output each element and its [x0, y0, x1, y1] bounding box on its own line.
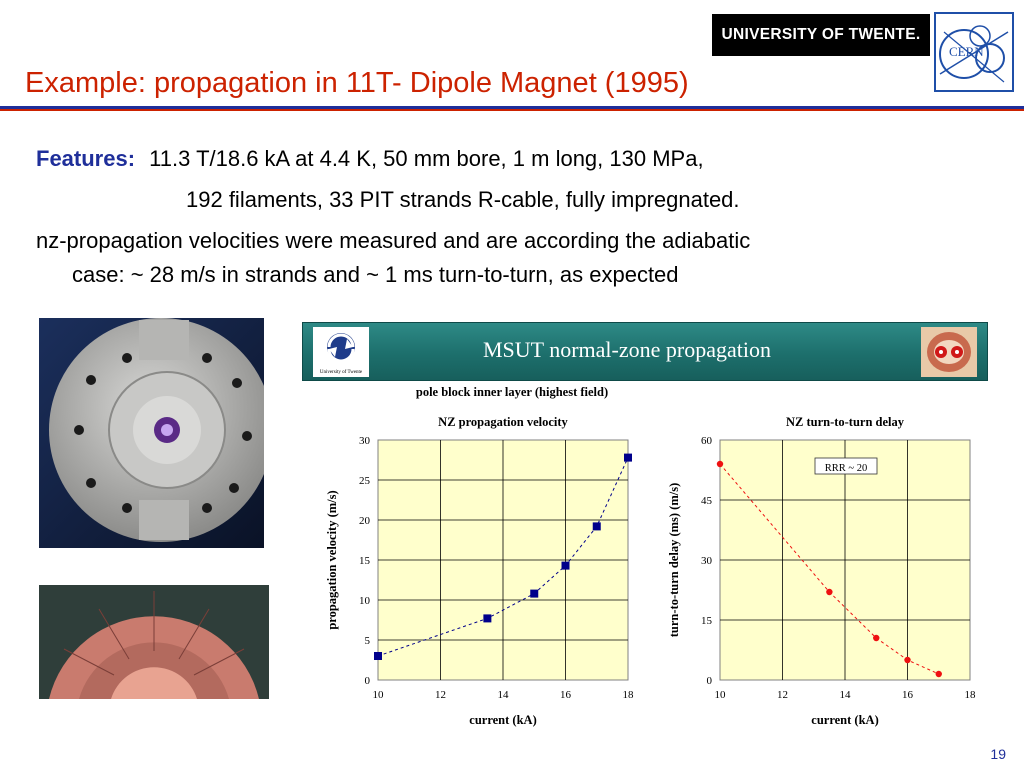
- features-label: Features:: [36, 146, 136, 171]
- chart-title: NZ propagation velocity: [438, 415, 568, 429]
- banner-title: MSUT normal-zone propagation: [483, 337, 771, 362]
- x-tick-label: 10: [373, 689, 385, 701]
- velocity-chart: NZ propagation velocity 0 5 10 15 20 25 30 10 12 1…: [325, 415, 635, 727]
- university-of-twente-emblem-icon: University of Twente: [313, 327, 369, 377]
- data-point: [904, 656, 911, 664]
- delay-chart: NZ turn-to-turn delay 0 15 30 45 60 10 12 14 16 18…: [667, 415, 977, 727]
- y-tick-label: 45: [701, 495, 713, 507]
- y-tick-label: 60: [701, 435, 713, 447]
- figure-suptitle: pole block inner layer (highest field): [415, 385, 609, 399]
- data-point: [374, 652, 382, 660]
- y-tick-label: 25: [359, 475, 371, 487]
- magnet-field-thumbnail-icon: [921, 327, 977, 377]
- title-divider-accent: [0, 109, 1024, 111]
- series-line: [377, 457, 629, 657]
- coil-cross-section-photo: [39, 585, 269, 699]
- annotation-box: [814, 457, 878, 475]
- y-tick-label: 0: [365, 675, 371, 687]
- x-tick-label: 18: [623, 689, 635, 701]
- x-tick-label: 18: [965, 689, 977, 701]
- cern-logo: CERN: [934, 12, 1014, 92]
- y-tick-label: 15: [701, 615, 713, 627]
- data-point: [592, 522, 601, 531]
- x-tick-label: 12: [435, 689, 446, 701]
- data-point: [561, 561, 570, 570]
- x-tick-label: 16: [902, 689, 914, 701]
- annotation-text: RRR ~ 20: [825, 463, 867, 474]
- y-axis-label: propagation velocity (m/s): [325, 490, 339, 629]
- data-point: [873, 634, 880, 642]
- msut-banner: University of Twente MSUT normal-zone pr…: [302, 322, 988, 381]
- cern-logo-text: CERN: [949, 44, 984, 59]
- data-point: [826, 588, 833, 596]
- features-line1: 11.3 T/18.6 kA at 4.4 K, 50 mm bore, 1 m…: [149, 146, 704, 171]
- x-axis-label: current (kA): [811, 713, 878, 727]
- magnet-cross-section-photo: [39, 318, 264, 548]
- chart-title: NZ turn-to-turn delay: [786, 415, 905, 429]
- y-axis-label: turn-to-turn delay (ms) (m/s): [667, 483, 681, 638]
- data-point: [716, 460, 724, 468]
- x-tick-label: 14: [498, 689, 510, 701]
- emblem-caption: University of Twente: [320, 370, 363, 375]
- x-tick-label: 10: [715, 689, 727, 701]
- features-line: Features: 11.3 T/18.6 kA at 4.4 K, 50 mm…: [36, 146, 704, 172]
- title-divider: [0, 106, 1024, 109]
- paragraph-line1: nz-propagation velocities were measured …: [36, 228, 751, 253]
- data-point: [483, 614, 492, 623]
- y-tick-label: 0: [707, 675, 713, 687]
- data-point: [624, 453, 632, 462]
- data-point: [530, 589, 539, 598]
- features-line2: 192 filaments, 33 PIT strands R-cable, f…: [186, 187, 740, 212]
- y-tick-label: 15: [359, 555, 371, 567]
- x-tick-label: 14: [840, 689, 852, 701]
- slide-title: Example: propagation in 11T- Dipole Magn…: [25, 67, 689, 99]
- paragraph-line2: case: ~ 28 m/s in strands and ~ 1 ms tur…: [72, 262, 679, 287]
- page-number: 19: [990, 746, 1006, 762]
- x-tick-label: 12: [777, 689, 788, 701]
- y-tick-label: 30: [359, 435, 371, 447]
- university-of-twente-logo: UNIVERSITY OF TWENTE.: [712, 14, 930, 56]
- y-tick-label: 5: [365, 635, 371, 647]
- data-point: [935, 670, 942, 678]
- y-tick-label: 30: [701, 555, 713, 567]
- y-tick-label: 20: [359, 515, 371, 527]
- x-tick-label: 16: [560, 689, 572, 701]
- x-axis-label: current (kA): [469, 713, 536, 727]
- y-tick-label: 10: [359, 595, 371, 607]
